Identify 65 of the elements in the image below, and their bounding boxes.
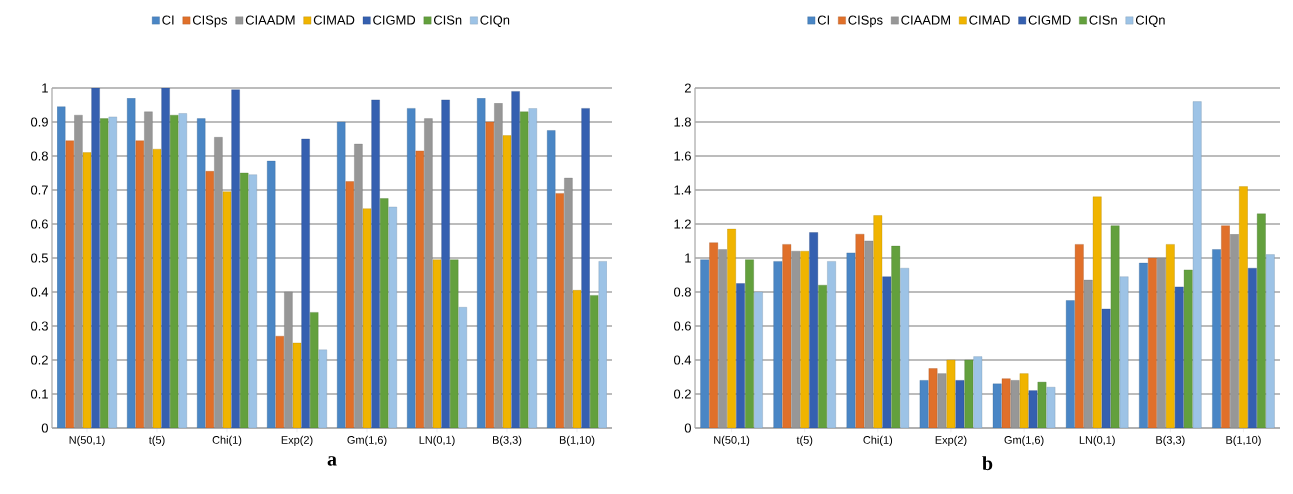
y-tick-label: 0.6 bbox=[673, 321, 691, 331]
y-tick-label: 0.4 bbox=[30, 287, 49, 297]
y-tick-label: 1 bbox=[685, 253, 691, 263]
legend-label: CIAADM bbox=[245, 15, 295, 25]
x-tick-label: Chi(1) bbox=[212, 435, 242, 446]
x-tick-label: N(50,1) bbox=[714, 435, 750, 446]
y-tick-label: 1.8 bbox=[674, 117, 691, 127]
legend-label: CISn bbox=[1089, 15, 1117, 25]
y-tick-label: 1.6 bbox=[674, 151, 691, 161]
legend-label: CI bbox=[162, 15, 174, 25]
x-tick-label: LN(0,1) bbox=[419, 435, 455, 446]
x-tick-label: B(3,3) bbox=[492, 435, 522, 446]
bar bbox=[581, 108, 590, 428]
bar bbox=[511, 91, 520, 428]
y-tick-label: 0.6 bbox=[30, 219, 48, 229]
y-tick-label: 1.2 bbox=[674, 219, 691, 229]
legend-label: CISn bbox=[433, 15, 462, 25]
x-tick-label: B(1,10) bbox=[559, 435, 595, 446]
bar bbox=[91, 88, 100, 428]
bar bbox=[371, 99, 380, 428]
y-tick-label: 0.2 bbox=[30, 355, 48, 365]
y-tick-label: 0.8 bbox=[673, 287, 691, 297]
text: a bbox=[327, 456, 337, 466]
y-tick-label: 0 bbox=[41, 423, 48, 433]
y-tick-label: 0 bbox=[684, 423, 691, 433]
y-tick-label: 0.5 bbox=[30, 253, 48, 263]
y-tick-label: 1.4 bbox=[674, 185, 692, 195]
x-tick-label: t(5) bbox=[148, 435, 165, 446]
bar bbox=[937, 373, 947, 428]
x-tick-label: LN(0,1) bbox=[1079, 435, 1115, 446]
x-tick-label: Exp(2) bbox=[281, 435, 313, 446]
x-tick-label: Exp(2) bbox=[935, 435, 967, 446]
y-tick-label: 0.2 bbox=[673, 389, 691, 399]
x-tick-label: B(3,3) bbox=[1156, 435, 1185, 446]
y-tick-label: 0.7 bbox=[30, 185, 48, 195]
x-tick-label: Gm(1,6) bbox=[1004, 435, 1044, 446]
legend-label: CIQn bbox=[1135, 15, 1165, 27]
bar bbox=[1028, 390, 1038, 428]
legend-label: CISps bbox=[192, 15, 228, 28]
text: b bbox=[982, 456, 993, 471]
y-tick-label: 1 bbox=[42, 83, 48, 93]
x-tick-label: Chi(1) bbox=[863, 435, 893, 446]
bar bbox=[161, 88, 170, 428]
legend-label: CIGMD bbox=[1028, 15, 1071, 25]
x-tick-label: B(1,10) bbox=[1226, 435, 1261, 446]
y-tick-label: 2 bbox=[684, 83, 691, 93]
legend-label: CIGMD bbox=[373, 15, 416, 25]
bar bbox=[1037, 381, 1047, 428]
legend-label: CIMAD bbox=[969, 15, 1010, 25]
legend-label: CI bbox=[817, 15, 829, 25]
bar bbox=[441, 99, 450, 428]
y-tick-label: 0.8 bbox=[30, 151, 48, 161]
y-tick-label: 0.9 bbox=[30, 117, 48, 127]
x-tick-label: Gm(1,6) bbox=[347, 435, 387, 446]
legend-label: CIMAD bbox=[313, 15, 355, 25]
legend-label: CIAADM bbox=[901, 15, 950, 25]
x-tick-label: N(50,1) bbox=[69, 435, 105, 446]
legend-label: CIQn bbox=[480, 15, 510, 27]
y-tick-label: 0.1 bbox=[30, 389, 48, 399]
y-tick-label: 0.4 bbox=[673, 355, 692, 365]
y-tick-label: 0.3 bbox=[30, 321, 48, 331]
legend-label: CISps bbox=[848, 15, 883, 28]
bar bbox=[301, 138, 310, 428]
bar bbox=[231, 89, 240, 428]
x-tick-label: t(5) bbox=[796, 435, 813, 446]
